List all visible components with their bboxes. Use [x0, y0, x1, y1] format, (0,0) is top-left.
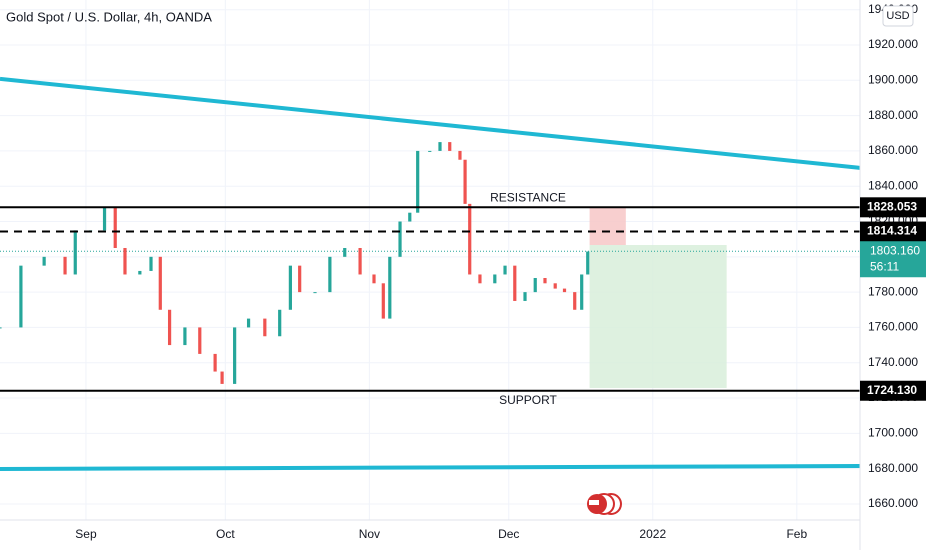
price-label-box [860, 221, 926, 242]
candle [448, 142, 452, 151]
candle [167, 309, 172, 346]
y-tick-label: 1920.000 [868, 37, 918, 51]
stop-zone [589, 207, 626, 245]
trend-line [0, 76, 861, 170]
y-tick-label: 1780.000 [868, 284, 918, 298]
currency-badge [882, 5, 914, 27]
candle [113, 207, 117, 248]
price-label-box [860, 380, 926, 401]
y-tick-label: 1660.000 [868, 496, 918, 510]
candle [573, 292, 577, 310]
price-label-box [860, 197, 926, 218]
price-label: 1814.314 [867, 224, 917, 238]
candle [183, 327, 187, 346]
y-tick-label: 1740.000 [868, 355, 918, 369]
last-price-box [860, 241, 926, 278]
candle [463, 159, 467, 204]
candle [388, 256, 392, 319]
chart-title: Gold Spot / U.S. Dollar, 4h, OANDA [6, 9, 212, 24]
candle [313, 292, 317, 294]
candle [220, 371, 224, 384]
candle [102, 207, 107, 231]
annotation: RESISTANCE [490, 190, 566, 204]
candle [213, 353, 217, 372]
y-tick-label: 1760.000 [868, 320, 918, 334]
price-label: 1724.130 [867, 383, 917, 397]
x-tick-label: Oct [216, 527, 235, 541]
candle [73, 230, 77, 275]
y-tick-label: 1840.000 [868, 178, 918, 192]
candle [138, 270, 142, 275]
candle [288, 265, 292, 310]
x-tick-label: Sep [75, 527, 97, 541]
candle [123, 247, 127, 275]
price-label: 1828.053 [867, 199, 917, 213]
candle [416, 150, 420, 213]
x-tick-label: Dec [498, 527, 519, 541]
last-price-label: 1803.160 [870, 243, 920, 257]
candle [19, 265, 23, 328]
countdown-label: 56:11 [870, 259, 899, 273]
candle [278, 309, 282, 337]
candle [398, 221, 402, 257]
candle [42, 256, 46, 266]
candle [513, 265, 517, 301]
candle [458, 150, 462, 160]
candle [328, 256, 332, 293]
y-tick-label: 1880.000 [868, 108, 918, 122]
candle [381, 283, 385, 319]
trend-line [0, 463, 861, 471]
target-zone [589, 244, 727, 388]
y-tick-label: 1860.000 [868, 143, 918, 157]
candle [586, 251, 590, 275]
candle [372, 274, 376, 284]
candle [438, 142, 442, 151]
candle [298, 265, 302, 293]
candle [0, 327, 2, 329]
candle [198, 327, 202, 354]
candle [63, 256, 67, 275]
candle [358, 247, 362, 275]
candle [343, 247, 347, 257]
candle [158, 256, 162, 310]
candle [478, 274, 482, 284]
candle [408, 212, 412, 222]
x-tick-label: Nov [359, 527, 380, 541]
candle [553, 283, 557, 289]
candle [233, 327, 237, 384]
y-tick-label: 1900.000 [868, 72, 918, 86]
candle [263, 318, 267, 337]
x-tick-label: 2022 [639, 527, 666, 541]
candle [533, 278, 537, 293]
candle [562, 288, 567, 293]
candle [493, 274, 497, 284]
candle [543, 278, 547, 284]
y-tick-label: 1680.000 [868, 461, 918, 475]
annotation: SUPPORT [499, 393, 557, 407]
candle [149, 256, 153, 271]
candle [523, 292, 527, 301]
candle [428, 150, 432, 152]
candle [246, 318, 251, 328]
candle [580, 274, 584, 310]
x-tick-label: Feb [786, 527, 807, 541]
candle [468, 203, 472, 275]
flag-icon [587, 493, 622, 515]
candle [503, 265, 507, 275]
currency-label: USD [886, 10, 909, 22]
y-tick-label: 1700.000 [868, 426, 918, 440]
